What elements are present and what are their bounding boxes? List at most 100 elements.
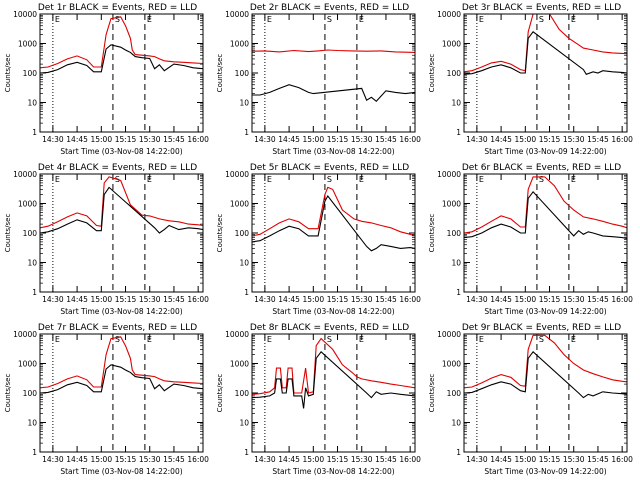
plot-frame (251, 333, 416, 453)
y-tick-label: 1 (32, 128, 37, 137)
series-line-black (464, 31, 627, 75)
plot-frame (251, 13, 416, 133)
x-tick-label: 14:30 (42, 455, 64, 464)
x-axis-label: Start Time (03-Nov-08 14:22:00) (272, 307, 394, 316)
y-tick-label: 100 (235, 69, 250, 78)
series-line-black (40, 44, 203, 74)
y-tick-label: 1 (456, 288, 461, 297)
x-tick-label: 14:45 (66, 295, 88, 304)
plot-frame (463, 173, 628, 293)
x-tick-label: 14:45 (66, 455, 88, 464)
marker-label-2: S (539, 15, 544, 24)
x-tick-label: 14:30 (466, 295, 488, 304)
x-tick-label: 14:30 (42, 295, 64, 304)
x-tick-label: 15:15 (327, 295, 349, 304)
y-axis-label: Counts/sec (4, 214, 12, 253)
y-tick-label: 100 (447, 389, 462, 398)
chart-panel-8: Det 8r BLACK = Events, RED = LLD Counts/s… (216, 323, 421, 476)
x-tick-label: 15:15 (115, 295, 137, 304)
x-tick-label: 15:15 (327, 455, 349, 464)
series-line-red (252, 337, 415, 395)
y-tick-label: 1 (32, 288, 37, 297)
chart-title: Det 6r BLACK = Events, RED = LLD (462, 163, 621, 173)
y-tick-label: 1 (32, 448, 37, 457)
series-line-black (252, 84, 415, 103)
marker-label-3: E (147, 335, 152, 344)
y-tick-label: 100 (23, 69, 38, 78)
series-line-red (464, 14, 627, 73)
marker-label-1: E (479, 15, 484, 24)
y-tick-label: 100 (23, 229, 38, 238)
y-tick-label: 10 (239, 99, 249, 108)
y-axis-label: Counts/sec (428, 214, 436, 253)
x-tick-label: 15:00 (90, 455, 112, 464)
x-axis-label: Start Time (03-Nov-08 14:22:00) (60, 307, 182, 316)
x-tick-label: 16:00 (399, 455, 421, 464)
marker-label-2: S (327, 175, 332, 184)
x-tick-label: 15:45 (587, 455, 609, 464)
x-tick-label: 15:00 (302, 295, 324, 304)
chart-title: Det 9r BLACK = Events, RED = LLD (462, 323, 621, 333)
y-tick-label: 10000 (13, 170, 37, 179)
x-axis-label: Start Time (03-Nov-08 14:22:00) (60, 467, 182, 476)
y-tick-label: 10000 (437, 330, 461, 339)
x-tick-label: 15:15 (539, 455, 561, 464)
x-tick-label: 14:30 (466, 135, 488, 144)
y-tick-label: 10000 (13, 330, 37, 339)
x-tick-label: 15:00 (90, 295, 112, 304)
y-tick-label: 100 (447, 69, 462, 78)
x-tick-label: 14:45 (278, 295, 300, 304)
x-tick-label: 15:15 (539, 135, 561, 144)
x-tick-label: 15:45 (587, 135, 609, 144)
chart-title: Det 7r BLACK = Events, RED = LLD (38, 323, 197, 333)
y-tick-label: 10 (27, 419, 37, 428)
chart-panel-1: Det 1r BLACK = Events, RED = LLD Counts/s… (4, 3, 209, 156)
x-tick-label: 15:15 (539, 295, 561, 304)
marker-label-3: E (147, 15, 152, 24)
x-tick-label: 16:00 (187, 135, 209, 144)
x-tick-label: 14:45 (278, 455, 300, 464)
y-tick-label: 1000 (230, 360, 249, 369)
y-tick-label: 10 (451, 419, 461, 428)
marker-label-3: E (359, 175, 364, 184)
x-tick-label: 14:30 (254, 295, 276, 304)
x-tick-label: 15:30 (351, 135, 373, 144)
x-tick-label: 15:15 (115, 455, 137, 464)
y-tick-label: 1000 (18, 360, 37, 369)
x-tick-label: 15:30 (351, 455, 373, 464)
y-axis-label: Counts/sec (216, 374, 224, 413)
y-tick-label: 1 (456, 128, 461, 137)
y-tick-label: 10 (239, 419, 249, 428)
x-axis-label: Start Time (03-Nov-08 14:22:00) (272, 147, 394, 156)
chart-title: Det 3r BLACK = Events, RED = LLD (462, 3, 621, 13)
y-axis-label: Counts/sec (216, 214, 224, 253)
y-tick-label: 1 (244, 128, 249, 137)
marker-label-1: E (55, 335, 60, 344)
x-tick-label: 15:30 (139, 295, 161, 304)
y-axis-label: Counts/sec (428, 54, 436, 93)
marker-label-2: S (327, 15, 332, 24)
x-tick-label: 16:00 (187, 295, 209, 304)
marker-label-2: S (539, 335, 544, 344)
marker-label-3: E (147, 175, 152, 184)
y-tick-label: 100 (447, 229, 462, 238)
chart-panel-9: Det 9r BLACK = Events, RED = LLD Counts/s… (428, 323, 633, 476)
x-tick-label: 15:45 (163, 455, 185, 464)
series-line-black (464, 350, 627, 399)
y-tick-label: 10000 (437, 170, 461, 179)
x-tick-label: 15:00 (514, 295, 536, 304)
y-tick-label: 10 (27, 99, 37, 108)
series-line-red (40, 176, 203, 229)
y-tick-label: 10 (451, 259, 461, 268)
x-tick-label: 15:30 (563, 135, 585, 144)
chart-panel-6: Det 6r BLACK = Events, RED = LLD Counts/s… (428, 163, 633, 316)
x-tick-label: 15:45 (163, 295, 185, 304)
series-line-black (40, 364, 203, 394)
chart-title: Det 4r BLACK = Events, RED = LLD (38, 163, 197, 173)
series-line-red (40, 16, 203, 69)
y-axis-label: Counts/sec (216, 54, 224, 93)
x-tick-label: 15:45 (375, 135, 397, 144)
chart-panel-3: Det 3r BLACK = Events, RED = LLD Counts/s… (428, 3, 633, 156)
x-tick-label: 14:30 (254, 135, 276, 144)
marker-label-3: E (359, 15, 364, 24)
